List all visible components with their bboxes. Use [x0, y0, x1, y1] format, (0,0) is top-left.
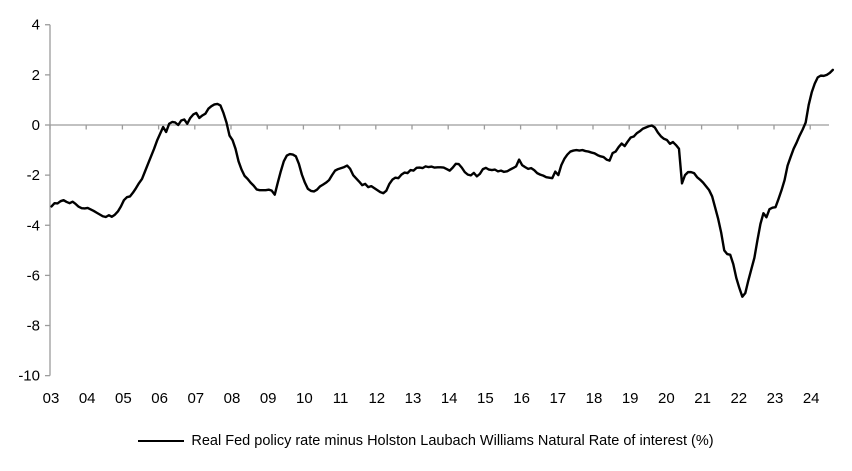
- x-tick-label: 19: [622, 390, 639, 407]
- y-tick-label: 2: [32, 67, 40, 84]
- y-tick-label: -6: [27, 267, 40, 284]
- y-tick-label: -4: [27, 217, 40, 234]
- x-tick-label: 20: [658, 390, 675, 407]
- x-tick-label: 23: [767, 390, 784, 407]
- x-tick-label: 21: [694, 390, 711, 407]
- x-tick-label: 17: [549, 390, 566, 407]
- x-axis: 03 04 05 06 07 08 09 10 11 12 13 14 15 16 17 18 19 20 21 22…: [43, 124, 829, 407]
- x-tick-label: 08: [224, 390, 241, 407]
- legend: Real Fed policy rate minus Holston Lauba…: [0, 433, 852, 449]
- y-tick-label: -10: [18, 368, 40, 385]
- x-tick-label: 04: [79, 390, 96, 407]
- y-axis: 4 2 0 -2 -4 -6 -8 -10: [18, 17, 51, 385]
- y-tick-label: 4: [32, 17, 40, 34]
- x-tick-label: 14: [441, 390, 458, 407]
- x-tick-label: 22: [730, 390, 747, 407]
- x-tick-label: 13: [405, 390, 422, 407]
- y-tick-label: 0: [32, 117, 40, 134]
- x-tick-label: 09: [260, 390, 277, 407]
- x-tick-label: 12: [368, 390, 385, 407]
- x-tick-label: 16: [513, 390, 530, 407]
- y-tick-label: -2: [27, 167, 40, 184]
- x-tick-label: 24: [803, 390, 820, 407]
- x-tick-label: 11: [333, 390, 349, 407]
- x-tick-label: 06: [151, 390, 168, 407]
- legend-line-swatch: [138, 440, 185, 442]
- x-tick-label: 10: [296, 390, 313, 407]
- x-tick-label: 15: [477, 390, 494, 407]
- x-tick-label: 03: [43, 390, 60, 407]
- x-tick-label: 07: [187, 390, 204, 407]
- x-tick-label: 05: [115, 390, 132, 407]
- series-line: [50, 68, 835, 298]
- y-tick-label: -8: [27, 318, 40, 335]
- x-tick-label: 18: [586, 390, 603, 407]
- legend-label: Real Fed policy rate minus Holston Lauba…: [191, 433, 714, 449]
